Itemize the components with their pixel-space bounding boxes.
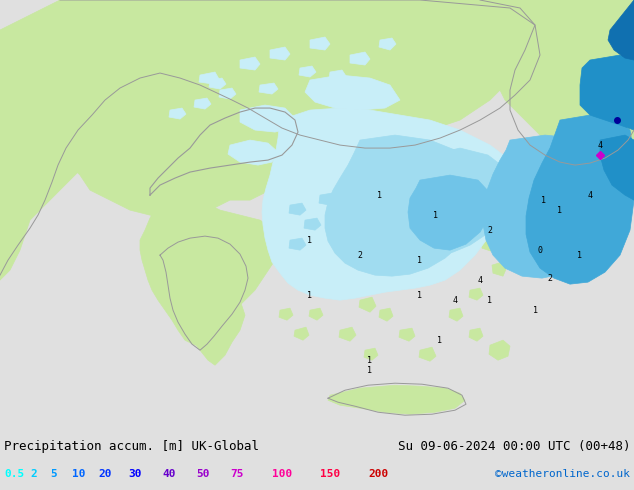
Text: 1: 1 <box>437 336 443 344</box>
Polygon shape <box>344 263 359 275</box>
Polygon shape <box>526 115 634 284</box>
Polygon shape <box>399 328 415 341</box>
Text: 2: 2 <box>358 250 363 260</box>
Polygon shape <box>182 285 245 365</box>
Text: 4: 4 <box>453 295 458 305</box>
Text: 1: 1 <box>432 211 437 220</box>
Polygon shape <box>300 268 315 280</box>
Text: 1: 1 <box>418 256 422 265</box>
Text: 30: 30 <box>128 469 141 479</box>
Polygon shape <box>299 66 316 77</box>
Text: 4: 4 <box>597 141 602 149</box>
Polygon shape <box>259 83 278 94</box>
Polygon shape <box>309 308 323 320</box>
Polygon shape <box>294 327 309 340</box>
Polygon shape <box>608 0 634 60</box>
Polygon shape <box>419 347 436 361</box>
Polygon shape <box>305 75 400 110</box>
Polygon shape <box>392 148 512 254</box>
Polygon shape <box>199 72 219 84</box>
Text: 0.5: 0.5 <box>4 469 24 479</box>
Text: 10: 10 <box>72 469 86 479</box>
Polygon shape <box>279 308 293 320</box>
Polygon shape <box>482 237 494 251</box>
Text: 2: 2 <box>488 225 493 235</box>
Text: 1: 1 <box>307 236 313 245</box>
Polygon shape <box>169 108 186 119</box>
Text: 150: 150 <box>320 469 340 479</box>
Polygon shape <box>379 308 393 321</box>
Polygon shape <box>329 70 346 81</box>
Polygon shape <box>310 37 330 50</box>
Text: 1: 1 <box>418 291 422 300</box>
Text: 5: 5 <box>50 469 57 479</box>
Polygon shape <box>480 0 634 160</box>
Polygon shape <box>209 78 226 89</box>
Text: 20: 20 <box>98 469 112 479</box>
Text: 2: 2 <box>548 273 552 283</box>
Text: 200: 200 <box>368 469 388 479</box>
Polygon shape <box>359 297 376 312</box>
Polygon shape <box>489 340 510 360</box>
Polygon shape <box>0 0 160 280</box>
Polygon shape <box>240 57 260 70</box>
Polygon shape <box>289 238 306 250</box>
Text: 4: 4 <box>477 276 482 285</box>
Polygon shape <box>328 385 465 414</box>
Polygon shape <box>228 140 278 165</box>
Polygon shape <box>240 105 295 132</box>
Polygon shape <box>469 196 492 214</box>
Text: 100: 100 <box>272 469 292 479</box>
Text: 1: 1 <box>533 306 538 315</box>
Text: 1: 1 <box>557 206 562 215</box>
Text: 1: 1 <box>488 295 493 305</box>
Polygon shape <box>319 193 336 205</box>
Polygon shape <box>325 135 490 276</box>
Polygon shape <box>270 47 290 60</box>
Text: 1: 1 <box>541 196 547 205</box>
Polygon shape <box>469 288 483 300</box>
Text: 1: 1 <box>368 366 373 375</box>
Polygon shape <box>379 38 396 50</box>
Text: 40: 40 <box>162 469 176 479</box>
Text: ©weatheronline.co.uk: ©weatheronline.co.uk <box>495 469 630 479</box>
Polygon shape <box>364 348 378 360</box>
Text: 1: 1 <box>377 191 382 199</box>
Polygon shape <box>120 180 138 198</box>
Polygon shape <box>304 218 321 230</box>
Polygon shape <box>45 0 540 220</box>
Polygon shape <box>580 55 634 130</box>
Polygon shape <box>492 262 506 276</box>
Polygon shape <box>449 308 463 321</box>
Polygon shape <box>219 88 236 99</box>
Polygon shape <box>350 52 370 65</box>
Polygon shape <box>600 135 634 200</box>
Text: 75: 75 <box>230 469 243 479</box>
Polygon shape <box>469 328 483 341</box>
Text: 0: 0 <box>538 245 543 255</box>
Text: 1: 1 <box>307 291 313 300</box>
Text: Precipitation accum. [m] UK-Global: Precipitation accum. [m] UK-Global <box>4 440 259 453</box>
Polygon shape <box>140 195 280 345</box>
Polygon shape <box>483 135 628 278</box>
Polygon shape <box>339 183 356 195</box>
Polygon shape <box>320 282 336 296</box>
Text: 50: 50 <box>196 469 209 479</box>
Text: 2: 2 <box>30 469 37 479</box>
Polygon shape <box>339 327 356 341</box>
Text: 1: 1 <box>368 356 373 365</box>
Text: Su 09-06-2024 00:00 UTC (00+48): Su 09-06-2024 00:00 UTC (00+48) <box>398 440 630 453</box>
Polygon shape <box>289 203 306 215</box>
Text: 4: 4 <box>588 191 593 199</box>
Text: 1: 1 <box>578 250 583 260</box>
Polygon shape <box>262 108 520 300</box>
Polygon shape <box>194 98 211 109</box>
Polygon shape <box>408 175 492 250</box>
